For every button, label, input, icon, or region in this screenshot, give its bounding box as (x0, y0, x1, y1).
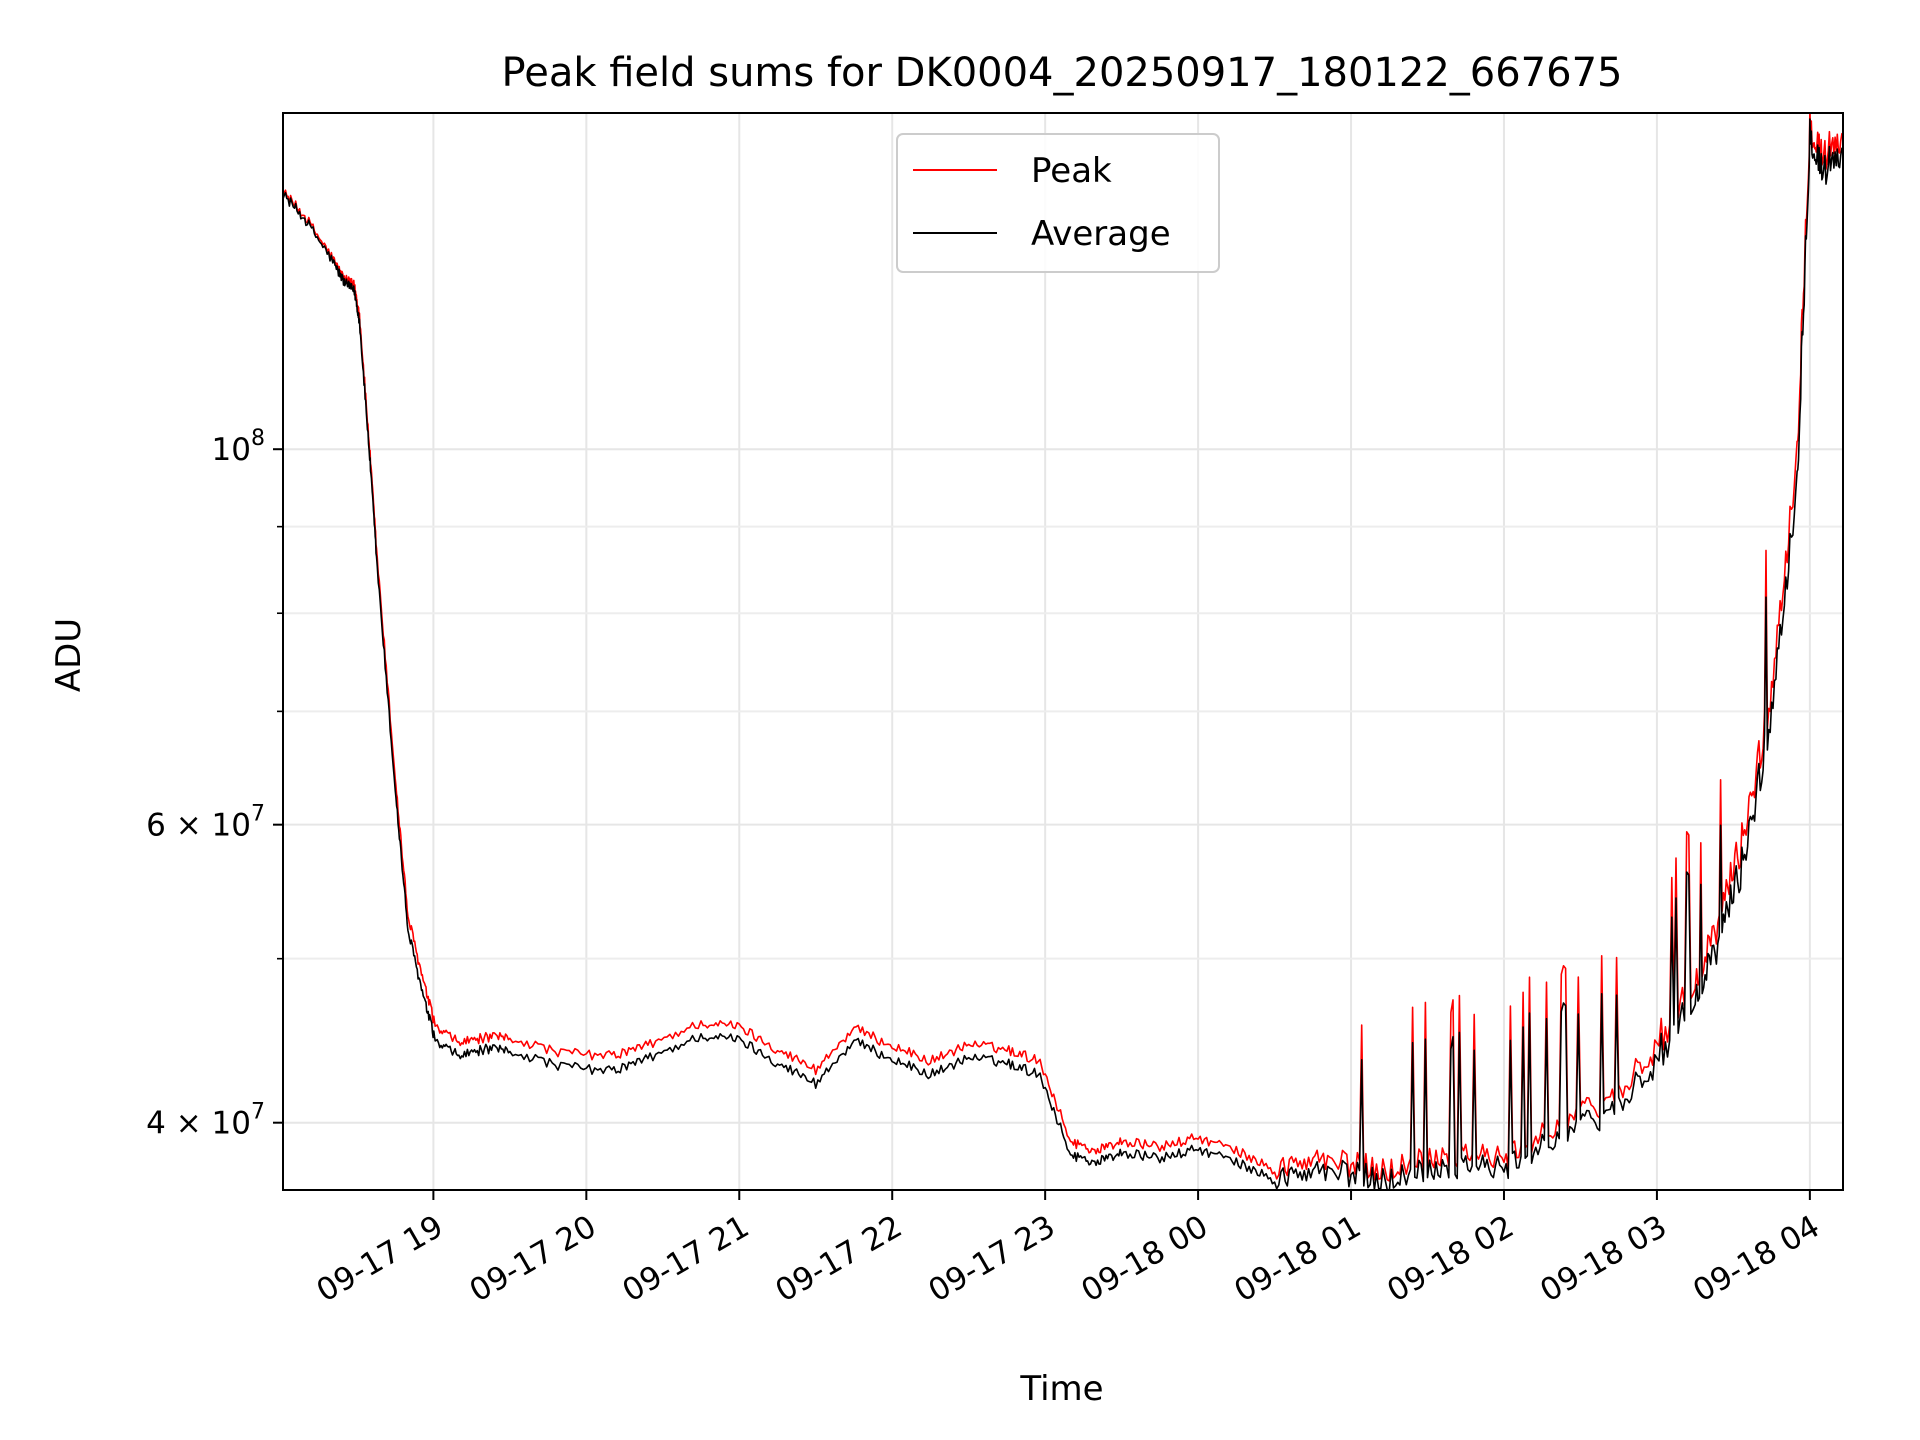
series-line-peak (283, 113, 1843, 1182)
plot-frame (282, 112, 1844, 1191)
axis-frame (282, 112, 1844, 1191)
legend: Peak Average (896, 133, 1220, 273)
legend-label-peak: Peak (1031, 151, 1112, 191)
x-axis-label: Time (1019, 1369, 1103, 1409)
y-tick-label: 4 × 107 (146, 1100, 265, 1142)
legend-box (896, 133, 1220, 273)
legend-label-average: Average (1031, 214, 1171, 254)
y-axis-label: ADU (49, 618, 89, 692)
series-line-average (283, 118, 1843, 1190)
chart-title: Peak field sums for DK0004_20250917_1801… (502, 50, 1623, 96)
y-tick-label: 6 × 107 (146, 802, 265, 844)
series-layer (283, 113, 1843, 1190)
